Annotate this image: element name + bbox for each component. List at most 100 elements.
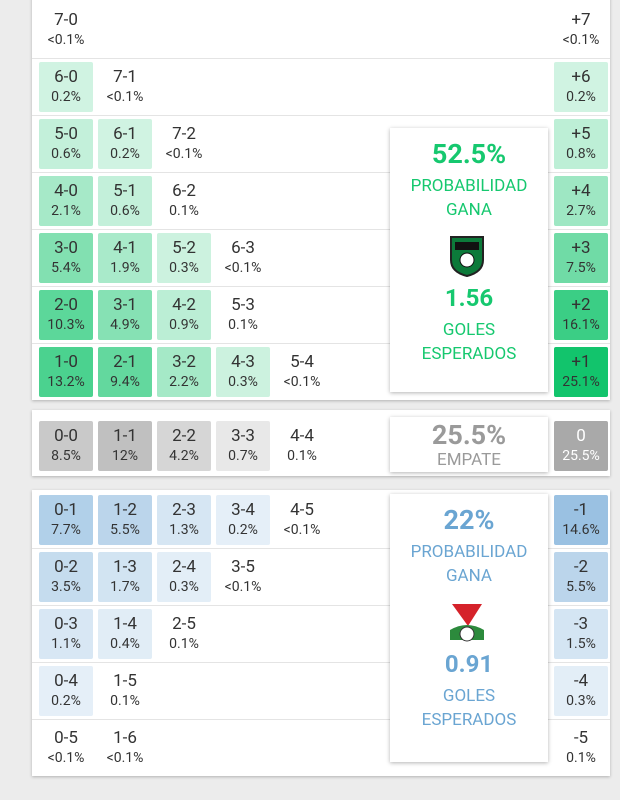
row-divider xyxy=(32,172,610,173)
score-cell: 4-2 0.9% xyxy=(157,290,211,340)
score-cell: 3-1 4.9% xyxy=(98,290,152,340)
probability: 0.8% xyxy=(566,146,596,162)
score: 4-2 xyxy=(172,295,196,315)
probability: <0.1% xyxy=(283,522,321,538)
score: +7 xyxy=(571,10,591,30)
probability: 10.3% xyxy=(47,317,85,333)
probability: 25.5% xyxy=(562,448,600,464)
score-cell: 2-2 4.2% xyxy=(157,421,211,471)
score-cell: -4 0.3% xyxy=(554,666,608,716)
score: +4 xyxy=(571,181,591,201)
probability: <0.1% xyxy=(47,750,85,766)
score-cell: -5 0.1% xyxy=(554,723,608,773)
score-cell: 0-1 7.7% xyxy=(39,495,93,545)
probability: 5.4% xyxy=(51,260,81,276)
score: 0-1 xyxy=(54,500,78,520)
probability: 0.3% xyxy=(228,374,258,390)
score-cell: +4 2.7% xyxy=(554,176,608,226)
score-cell: 2-0 10.3% xyxy=(39,290,93,340)
probability: 3.5% xyxy=(51,579,81,595)
probability: <0.1% xyxy=(562,32,600,48)
probability: 0.2% xyxy=(110,146,140,162)
probability: 2.7% xyxy=(566,203,596,219)
row-divider xyxy=(32,719,610,720)
score: 0 xyxy=(576,426,586,446)
score-cell: 0 25.5% xyxy=(554,421,608,471)
probability: 0.1% xyxy=(287,448,317,464)
score: 4-3 xyxy=(231,352,255,372)
score: 2-2 xyxy=(172,426,196,446)
score-cell: 3-2 2.2% xyxy=(157,347,211,397)
score-cell: 6-3 <0.1% xyxy=(216,233,270,283)
probability: 7.7% xyxy=(51,522,81,538)
score-cell: 7-2 <0.1% xyxy=(157,119,211,169)
probability: <0.1% xyxy=(106,89,144,105)
probability: 13.2% xyxy=(47,374,85,390)
score-cell: 4-3 0.3% xyxy=(216,347,270,397)
probability: 16.1% xyxy=(562,317,600,333)
probability: 0.1% xyxy=(110,693,140,709)
score: 1-1 xyxy=(113,426,137,446)
probability: 4.2% xyxy=(169,448,199,464)
score-cell: 0-5 <0.1% xyxy=(39,723,93,773)
row-divider xyxy=(32,286,610,287)
score-cell: 3-3 0.7% xyxy=(216,421,270,471)
score-cell: 6-0 0.2% xyxy=(39,62,93,112)
score-cell: +5 0.8% xyxy=(554,119,608,169)
probability: 2.2% xyxy=(169,374,199,390)
probability: <0.1% xyxy=(165,146,203,162)
score-cell: 1-4 0.4% xyxy=(98,609,152,659)
score-cell: 7-1 <0.1% xyxy=(98,62,152,112)
score: +2 xyxy=(571,295,591,315)
probability: 5.5% xyxy=(566,579,596,595)
probability: 7.5% xyxy=(566,260,596,276)
probability: 0.9% xyxy=(169,317,199,333)
probability: 0.2% xyxy=(51,89,81,105)
score-cell: +3 7.5% xyxy=(554,233,608,283)
score: 7-1 xyxy=(113,67,137,87)
score-cell: +1 25.1% xyxy=(554,347,608,397)
probability: 0.3% xyxy=(566,693,596,709)
probability: <0.1% xyxy=(283,374,321,390)
score: 5-1 xyxy=(113,181,137,201)
probability: 0.1% xyxy=(566,750,596,766)
score-cell: 2-4 0.3% xyxy=(157,552,211,602)
probability: <0.1% xyxy=(224,260,262,276)
score-cell: 2-1 9.4% xyxy=(98,347,152,397)
score: 3-3 xyxy=(231,426,255,446)
probability: 0.7% xyxy=(228,448,258,464)
row-divider xyxy=(32,343,610,344)
probability-label: PROBABILIDAD GANA xyxy=(410,542,528,586)
row-divider xyxy=(32,548,610,549)
probability: <0.1% xyxy=(47,32,85,48)
score: 4-1 xyxy=(113,238,137,258)
score: 0-4 xyxy=(54,671,78,691)
score-cell: 5-2 0.3% xyxy=(157,233,211,283)
score: -1 xyxy=(573,500,589,520)
score-cell: 1-1 12% xyxy=(98,421,152,471)
score: 1-5 xyxy=(113,671,137,691)
score: 1-0 xyxy=(54,352,78,372)
score: 0-3 xyxy=(54,614,78,634)
score-cell: 3-4 0.2% xyxy=(216,495,270,545)
score: -3 xyxy=(573,614,589,634)
probability: 1.5% xyxy=(566,636,596,652)
score: 7-0 xyxy=(54,10,78,30)
score: 1-2 xyxy=(113,500,137,520)
score-cell: 4-1 1.9% xyxy=(98,233,152,283)
score-cell: +6 0.2% xyxy=(554,62,608,112)
probability-label: EMPATE xyxy=(437,450,501,470)
win-probability: 22% xyxy=(443,504,495,536)
score: +3 xyxy=(571,238,591,258)
score-cell: 5-4 <0.1% xyxy=(275,347,329,397)
score-cell: -1 14.6% xyxy=(554,495,608,545)
probability: 5.5% xyxy=(110,522,140,538)
probability: <0.1% xyxy=(106,750,144,766)
score: 1-6 xyxy=(113,728,137,748)
score-cell: 4-4 0.1% xyxy=(275,421,329,471)
score-cell: 4-5 <0.1% xyxy=(275,495,329,545)
score: 3-2 xyxy=(172,352,196,372)
score: +6 xyxy=(571,67,591,87)
probability: <0.1% xyxy=(224,579,262,595)
home-badge xyxy=(450,236,484,278)
